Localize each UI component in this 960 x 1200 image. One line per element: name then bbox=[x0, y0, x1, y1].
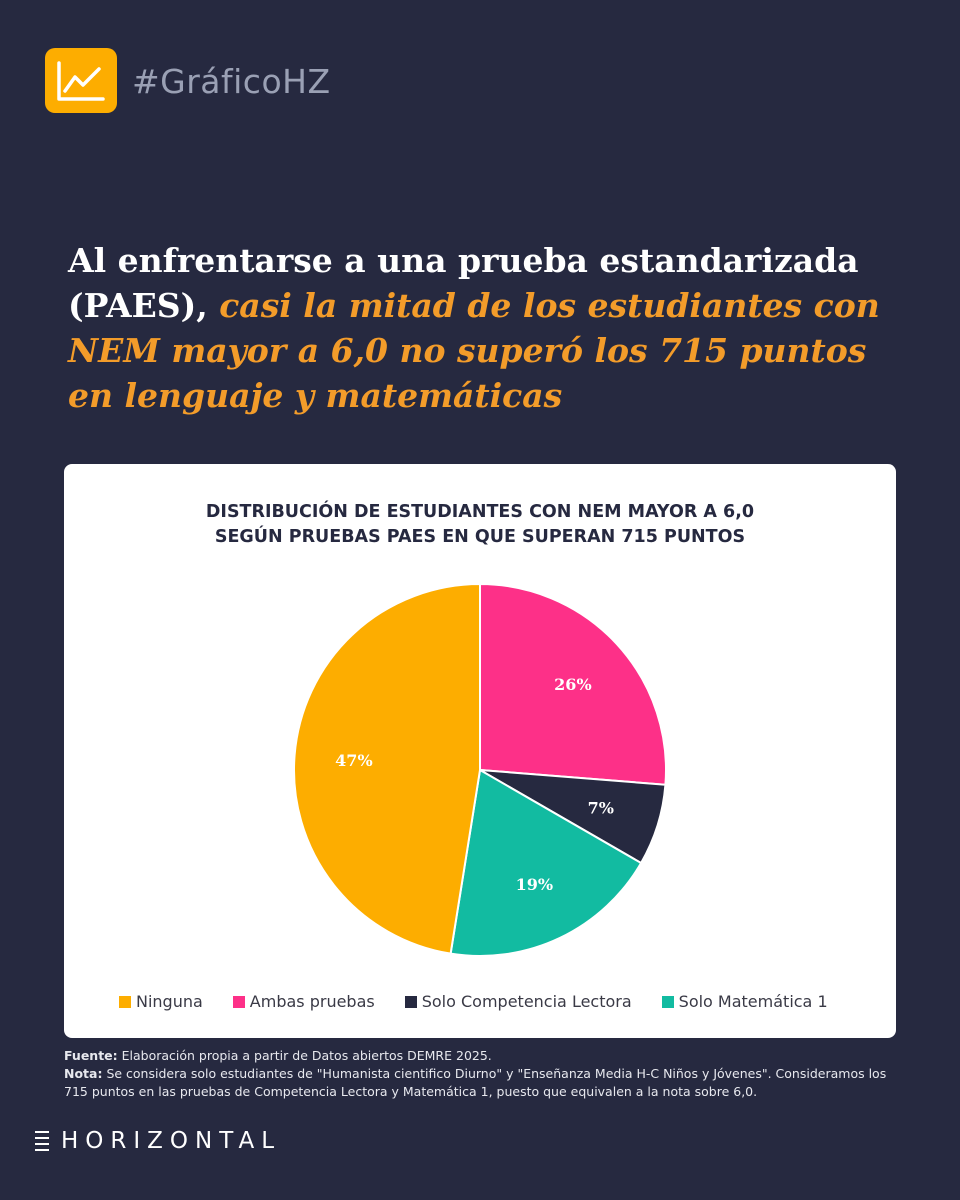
source-text: Elaboración propia a partir de Datos abi… bbox=[117, 1048, 492, 1063]
legend-swatch bbox=[661, 995, 674, 1008]
slice-ambas bbox=[479, 582, 667, 786]
source-note: Fuente: Elaboración propia a partir de D… bbox=[64, 1047, 904, 1065]
legend-label: Solo Matemática 1 bbox=[678, 992, 828, 1011]
line-chart-icon bbox=[45, 48, 117, 113]
source-label: Fuente: bbox=[64, 1048, 118, 1063]
chart-title-line-1: DISTRIBUCIÓN DE ESTUDIANTES CON NEM MAYO… bbox=[205, 502, 755, 522]
legend-swatch bbox=[119, 995, 131, 1008]
data-label: 26% bbox=[554, 675, 591, 694]
headline-plain: Al enfrentarse a una prueba estandarizad… bbox=[68, 241, 859, 325]
pie-chart: 26% 7% 19% 47% bbox=[293, 582, 667, 957]
legend-label: Solo Competencia Lectora bbox=[421, 992, 632, 1011]
data-label: 47% bbox=[335, 751, 372, 770]
legend-item-matematica: Solo Matemática 1 bbox=[661, 992, 828, 1011]
headline: Al enfrentarse a una prueba estandarizad… bbox=[68, 238, 898, 418]
legend-label: Ambas pruebas bbox=[249, 992, 375, 1011]
chart-title: DISTRIBUCIÓN DE ESTUDIANTES CON NEM MAYO… bbox=[64, 500, 896, 550]
data-label: 19% bbox=[516, 875, 553, 894]
notes: Fuente: Elaboración propia a partir de D… bbox=[64, 1047, 904, 1101]
legend-item-lectora: Solo Competencia Lectora bbox=[404, 992, 632, 1011]
data-label: 7% bbox=[588, 799, 614, 818]
legend-item-ambas: Ambas pruebas bbox=[232, 992, 375, 1011]
logo-mark-icon bbox=[35, 1129, 49, 1153]
legend-item-ninguna: Ninguna bbox=[119, 992, 203, 1011]
slice-ninguna bbox=[293, 582, 481, 955]
chart-legend: Ninguna Ambas pruebas Solo Competencia L… bbox=[119, 992, 828, 1011]
legend-swatch bbox=[404, 995, 417, 1008]
method-note: Nota: Se considera solo estudiantes de "… bbox=[64, 1065, 904, 1101]
horizontal-logo: HORIZONTAL bbox=[35, 1128, 281, 1154]
legend-swatch bbox=[232, 995, 245, 1008]
legend-label: Ninguna bbox=[136, 992, 203, 1011]
note-label: Nota: bbox=[64, 1066, 103, 1081]
headline-highlight: casi la mitad de los estudiantes con NEM… bbox=[68, 286, 880, 415]
hashtag-label: #GráficoHZ bbox=[132, 62, 331, 101]
chart-card: DISTRIBUCIÓN DE ESTUDIANTES CON NEM MAYO… bbox=[64, 464, 896, 1038]
chart-title-line-2: SEGÚN PRUEBAS PAES EN QUE SUPERAN 715 PU… bbox=[214, 527, 746, 547]
slice-matematica bbox=[449, 768, 643, 957]
logo-text: HORIZONTAL bbox=[61, 1128, 282, 1154]
note-text: Se considera solo estudiantes de "Humani… bbox=[64, 1066, 887, 1099]
